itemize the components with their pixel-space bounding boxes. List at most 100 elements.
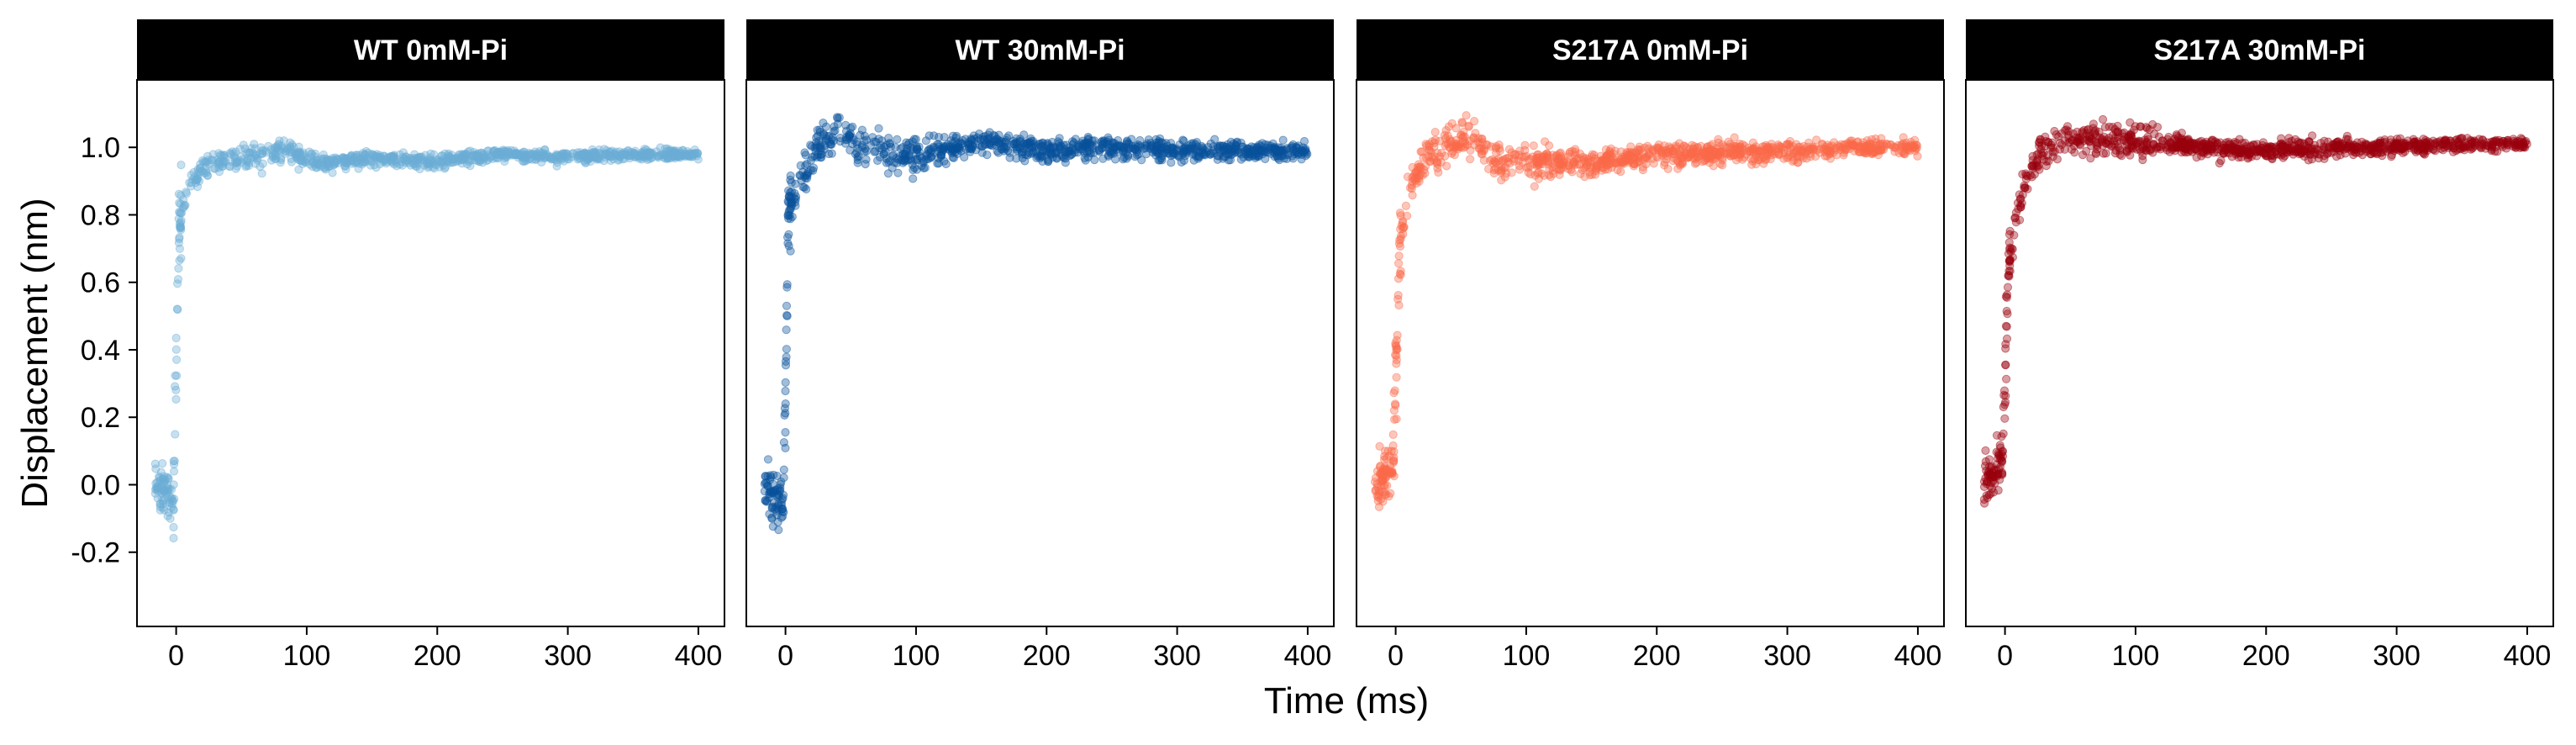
data-point xyxy=(1160,147,1170,156)
data-point xyxy=(1061,148,1071,157)
data-point xyxy=(809,163,819,172)
data-point xyxy=(2389,141,2399,151)
data-point xyxy=(573,148,582,157)
data-point xyxy=(2129,136,2138,146)
data-point xyxy=(988,137,997,146)
data-point xyxy=(1906,137,1915,146)
data-point xyxy=(682,150,691,159)
data-point xyxy=(1654,144,1663,153)
data-point xyxy=(1179,145,1188,154)
data-point xyxy=(904,138,914,148)
data-point xyxy=(1132,151,1142,160)
data-point xyxy=(1761,156,1770,165)
data-point xyxy=(949,153,959,162)
data-point xyxy=(175,208,184,217)
data-point xyxy=(244,147,253,156)
data-point xyxy=(2138,151,2147,161)
data-point xyxy=(1841,145,1851,154)
data-point xyxy=(1156,138,1166,147)
data-point xyxy=(299,150,308,159)
data-point xyxy=(1504,153,1514,162)
data-point xyxy=(601,150,610,159)
data-point xyxy=(2422,141,2432,151)
data-point xyxy=(2504,135,2513,145)
data-point xyxy=(2391,139,2400,148)
data-point xyxy=(1812,145,1821,155)
data-point xyxy=(162,473,171,482)
data-point xyxy=(787,178,796,188)
data-point xyxy=(1466,145,1475,155)
data-point xyxy=(1303,150,1312,159)
data-point xyxy=(1540,156,1549,165)
data-point xyxy=(2126,118,2135,127)
data-point xyxy=(2127,144,2136,153)
data-point xyxy=(218,151,228,161)
data-point xyxy=(2078,135,2087,144)
data-point xyxy=(440,157,450,166)
data-point xyxy=(1156,156,1165,165)
data-point xyxy=(1104,146,1114,156)
data-point xyxy=(639,151,648,161)
data-point xyxy=(1433,160,1442,169)
data-point xyxy=(1175,140,1184,150)
data-point xyxy=(2324,143,2333,152)
data-point xyxy=(542,150,551,159)
data-point xyxy=(581,158,590,167)
data-point xyxy=(768,502,778,511)
data-point xyxy=(777,494,787,505)
data-point xyxy=(203,171,212,180)
data-point xyxy=(245,148,255,157)
data-point xyxy=(2170,143,2179,152)
data-point xyxy=(955,145,964,154)
data-point xyxy=(379,155,388,164)
data-point xyxy=(912,154,921,163)
data-point xyxy=(2219,140,2228,150)
data-point xyxy=(1878,139,1888,148)
data-point xyxy=(1999,402,2008,412)
data-point xyxy=(898,156,908,165)
data-point xyxy=(2149,140,2158,150)
data-point xyxy=(150,485,161,494)
data-point xyxy=(258,149,267,158)
data-point xyxy=(1862,144,1872,153)
data-point xyxy=(2182,140,2191,149)
data-point xyxy=(1162,139,1171,148)
data-point xyxy=(1491,164,1500,173)
data-point xyxy=(1243,145,1252,154)
data-point xyxy=(440,164,450,173)
data-point xyxy=(606,156,615,166)
data-point xyxy=(2125,135,2134,144)
data-point xyxy=(280,144,289,153)
data-point xyxy=(1785,136,1794,146)
data-point xyxy=(478,153,488,162)
data-point xyxy=(1702,150,1711,160)
data-point xyxy=(1675,139,1684,148)
data-point xyxy=(582,151,591,160)
data-point xyxy=(2082,146,2091,156)
x-tick-label: 400 xyxy=(1894,640,1942,672)
data-point xyxy=(276,146,285,156)
data-point xyxy=(448,155,458,164)
data-point xyxy=(1748,156,1757,166)
data-point xyxy=(271,151,280,160)
data-point xyxy=(2405,140,2415,150)
data-point xyxy=(2004,256,2014,266)
data-point xyxy=(2452,146,2461,156)
data-point xyxy=(155,499,166,509)
data-point xyxy=(313,156,322,165)
data-point xyxy=(1575,160,1585,169)
data-point xyxy=(499,150,508,159)
data-point xyxy=(813,151,823,160)
data-point xyxy=(975,129,984,139)
data-point xyxy=(1905,142,1915,151)
data-point xyxy=(2467,140,2476,149)
data-point xyxy=(1590,154,1599,163)
data-point xyxy=(341,154,350,163)
data-point xyxy=(2403,141,2412,151)
data-point xyxy=(369,151,379,161)
data-point xyxy=(499,151,508,161)
data-point xyxy=(2119,135,2128,145)
data-point xyxy=(1413,170,1422,179)
data-point xyxy=(179,195,188,204)
data-point xyxy=(981,131,990,141)
